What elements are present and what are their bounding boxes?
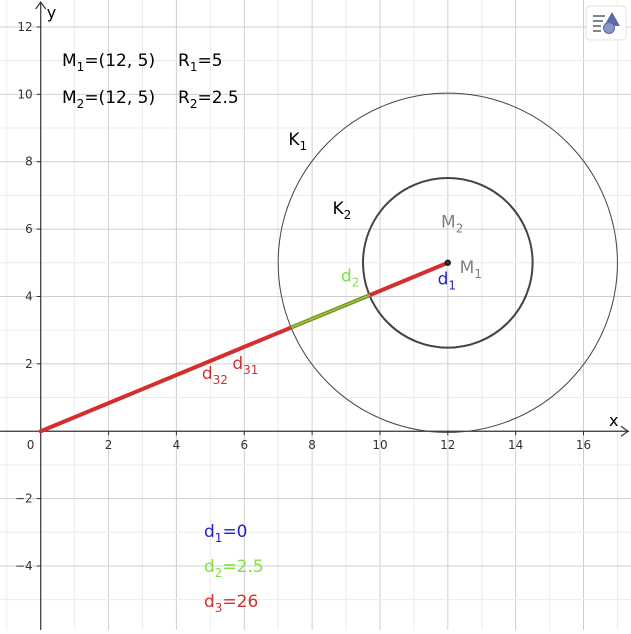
label-m2: M2	[441, 212, 463, 235]
label-d2: d2	[341, 266, 359, 289]
info-r1: R1=5	[178, 51, 223, 74]
circle-k1[interactable]	[277, 92, 618, 433]
graphics-style-bar-icon	[593, 12, 620, 34]
x-tick-label: 6	[240, 438, 248, 452]
x-tick-label: 10	[372, 438, 387, 452]
style-bar-toggle-button[interactable]	[585, 5, 627, 41]
y-tick-label: 2	[25, 357, 33, 371]
x-tick-label: 8	[308, 438, 316, 452]
x-tick-label: 12	[440, 438, 455, 452]
info-r2: R2=2.5	[178, 88, 239, 111]
point-m1[interactable]	[444, 259, 451, 266]
label-m1: M1	[460, 258, 482, 281]
x-axis-arrow	[620, 425, 630, 437]
segment-d31[interactable]	[38, 325, 294, 434]
tick-labels: 2 4 6 8 10 12 14 16 12 10 8 6 4 2 −2 −4	[15, 20, 591, 573]
x-axis-label: x	[609, 411, 618, 430]
label-d1: d1	[438, 270, 456, 293]
label-d32: d32	[202, 364, 228, 387]
value-d2: d2=2.5	[204, 557, 264, 580]
x-tick-label: 14	[508, 438, 523, 452]
y-tick-label: −2	[15, 492, 33, 506]
y-tick-label: 10	[17, 87, 32, 101]
y-axis-arrow	[35, 0, 47, 10]
x-tick-label: 4	[173, 438, 181, 452]
label-k2: K2	[332, 199, 351, 222]
label-d31: d31	[232, 354, 258, 377]
origin-label: 0	[27, 438, 35, 452]
label-k1: K1	[288, 130, 307, 153]
info-m2: M2=(12, 5)	[62, 88, 155, 111]
circle-k2[interactable]	[361, 176, 534, 349]
y-tick-label: 12	[17, 20, 32, 34]
info-m1: M1=(12, 5)	[62, 51, 155, 74]
y-tick-label: 4	[25, 289, 33, 303]
value-d3: d3=26	[204, 592, 258, 615]
segment-d2-highlight	[291, 294, 371, 329]
x-tick-label: 16	[576, 438, 591, 452]
value-d1: d1=0	[204, 522, 248, 545]
segment-d32[interactable]	[367, 260, 450, 298]
y-axis-label: y	[47, 3, 56, 22]
y-tick-label: −4	[15, 559, 33, 573]
y-tick-label: 8	[25, 155, 33, 169]
y-tick-label: 6	[25, 222, 33, 236]
x-tick-label: 2	[105, 438, 113, 452]
